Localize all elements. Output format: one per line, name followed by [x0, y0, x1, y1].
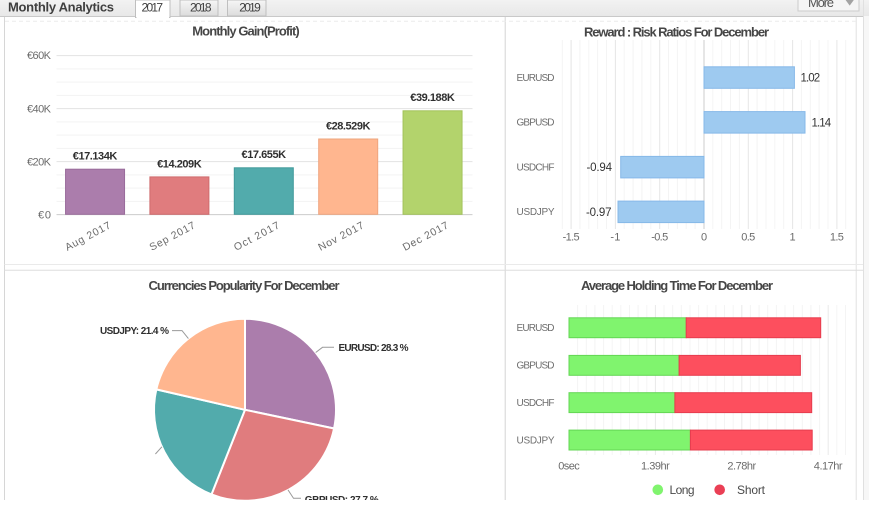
svg-text:4.17hr: 4.17hr	[814, 461, 843, 473]
svg-text:-1.5: -1.5	[563, 232, 580, 244]
svg-text:€28.529K: €28.529K	[326, 120, 371, 132]
svg-text:-0.94: -0.94	[587, 162, 613, 174]
svg-text:0: 0	[701, 232, 707, 244]
svg-text:€14.209K: €14.209K	[157, 158, 202, 170]
svg-text:€17.655K: €17.655K	[242, 149, 287, 161]
svg-text:1.5: 1.5	[830, 232, 844, 244]
svg-text:Long: Long	[670, 483, 695, 497]
svg-text:GBPUSD: GBPUSD	[517, 118, 555, 129]
svg-text:Currencies Popularity For Dece: Currencies Popularity For December	[149, 278, 340, 293]
svg-text:€20K: €20K	[27, 156, 52, 168]
svg-text:2017: 2017	[142, 1, 164, 15]
svg-text:2.78hr: 2.78hr	[727, 461, 756, 473]
svg-text:USDJPY: 21.4 %: USDJPY: 21.4 %	[100, 326, 169, 337]
svg-text:1.02: 1.02	[801, 73, 821, 85]
svg-text:€17.134K: €17.134K	[73, 151, 118, 163]
svg-text:1: 1	[790, 232, 796, 244]
svg-text:€39.188K: €39.188K	[410, 92, 455, 104]
svg-text:0.5: 0.5	[741, 232, 755, 244]
svg-text:2019: 2019	[239, 1, 261, 15]
svg-text:2018: 2018	[190, 1, 212, 15]
svg-text:Short: Short	[737, 483, 766, 497]
svg-text:GBPUSD: GBPUSD	[517, 361, 555, 372]
svg-text:-0.5: -0.5	[651, 232, 668, 244]
svg-text:USDJPY: USDJPY	[517, 207, 555, 218]
svg-text:USDCHF: USDCHF	[517, 162, 555, 173]
svg-text:Reward : Risk Ratios For Decem: Reward : Risk Ratios For December	[584, 25, 769, 40]
svg-text:€60K: €60K	[27, 50, 52, 62]
svg-text:€0: €0	[38, 209, 51, 221]
svg-text:GBPUSD: 27.7 %: GBPUSD: 27.7 %	[305, 495, 379, 500]
svg-text:€40K: €40K	[27, 103, 52, 115]
svg-text:EURUSD: 28.3 %: EURUSD: 28.3 %	[339, 343, 409, 354]
svg-text:-0.97: -0.97	[586, 207, 612, 219]
svg-text:EURUSD: EURUSD	[517, 73, 555, 84]
svg-text:Average Holding Time For Decem: Average Holding Time For December	[581, 278, 773, 293]
svg-text:-1: -1	[610, 232, 620, 244]
svg-text:USDJPY: USDJPY	[517, 435, 555, 446]
svg-text:Monthly Analytics: Monthly Analytics	[8, 0, 114, 15]
svg-text:EURUSD: EURUSD	[517, 323, 555, 334]
svg-text:More: More	[808, 0, 834, 10]
svg-text:Monthly Gain(Profit): Monthly Gain(Profit)	[192, 24, 300, 39]
svg-text:USDCHF: USDCHF	[517, 398, 555, 409]
svg-text:1.14: 1.14	[812, 117, 832, 129]
svg-text:0sec: 0sec	[558, 461, 580, 473]
svg-text:1.39hr: 1.39hr	[641, 461, 670, 473]
